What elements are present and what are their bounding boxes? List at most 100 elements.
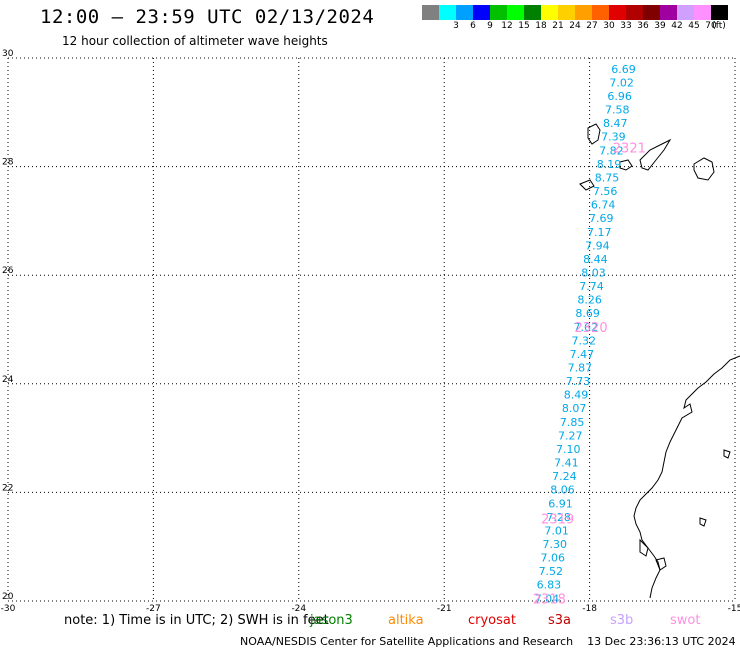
lon-tick-label: -30 [1,604,16,614]
lon-tick-label: -21 [437,604,452,614]
lat-tick-label: 30 [2,49,14,59]
wave-height-label: 8.49 [564,389,589,402]
legend-swatch [558,5,575,20]
legend-swatch [694,5,711,20]
lat-tick-label: 26 [2,266,14,276]
legend-swatch [439,5,456,20]
lon-tick-label: -18 [582,604,597,614]
wave-height-label: 7.30 [542,538,567,551]
wave-height-label: 7.06 [541,552,566,565]
legend-swatch [609,5,626,20]
lat-tick-label: 20 [2,592,14,602]
wave-height-label: 7.01 [544,524,569,537]
legend-swatch [660,5,677,20]
legend-label: 70 [705,21,717,31]
island-la-palma [587,123,601,145]
island-tenerife [639,138,672,171]
wave-height-label: 6.91 [548,497,573,510]
lat-tick-label: 22 [2,483,13,493]
wave-height-label: 6.69 [611,63,636,76]
legend-label: 27 [586,21,598,31]
wave-height-label: 7.69 [589,212,614,225]
legend-swatch [575,5,592,20]
wave-height-label: 7.10 [556,443,581,456]
legend-swatch [456,5,473,20]
lon-tick-label: -27 [146,604,161,614]
legend-label: 33 [620,21,632,31]
legend-label: 42 [671,21,683,31]
legend-label: 36 [637,21,649,31]
legend-label: 12 [501,21,513,31]
legend-swatch [507,5,524,20]
wave-height-label: 7.94 [585,239,610,252]
pass-time-label: 2320 [575,321,608,336]
wave-height-label: 8.06 [550,484,575,497]
wave-height-label: 7.32 [572,334,597,347]
legend-swatch [473,5,490,20]
wave-height-label: 7.87 [568,362,593,375]
wave-height-label: 7.52 [539,565,564,578]
legend-label: 24 [569,21,581,31]
legend-label: 15 [518,21,530,31]
wave-height-label: 7.47 [570,348,595,361]
coast-fragment-2 [655,557,667,571]
wave-height-label: 8.44 [583,253,608,266]
color-legend [422,5,728,20]
wave-height-label: 8.69 [575,307,600,320]
islet-2 [723,449,731,459]
graticule [7,57,736,602]
lon-tick-label: -24 [291,604,306,614]
footer-credit: NOAA/NESDIS Center for Satellite Applica… [240,635,736,648]
mission-label: jason3 [310,613,353,628]
pass-time-label: 2318 [533,592,566,607]
mission-label: cryosat [468,613,516,628]
map-title: 12:00 – 23:59 UTC 02/13/2024 [40,6,375,28]
legend-label: 39 [654,21,666,31]
pass-time-label: 2319 [541,512,574,527]
wave-height-label: 7.39 [601,131,626,144]
map-subtitle: 12 hour collection of altimeter wave hei… [62,34,328,48]
legend-swatch [643,5,660,20]
legend-unit: (ft) [712,21,726,31]
wave-height-label: 7.62 [573,321,598,334]
mission-label: altika [388,613,424,628]
wave-height-label: 8.26 [577,294,602,307]
coast-fragment [639,538,649,557]
wave-height-label: 7.41 [554,457,579,470]
wave-height-label: 7.17 [587,226,612,239]
legend-swatch [626,5,643,20]
lon-tick-label: -15 [728,604,740,614]
legend-swatch [541,5,558,20]
note-text: note: 1) Time is in UTC; 2) SWH is in fe… [64,613,329,628]
legend-label: 45 [688,21,700,31]
pass-time-label: 2321 [613,142,646,157]
legend-swatch [422,5,439,20]
legend-label: 3 [453,21,459,31]
island-gran-canaria [693,157,715,181]
wave-height-labels: 6.697.026.967.588.477.397.828.198.757.56… [535,63,636,605]
islet [699,517,707,527]
wave-height-label: 7.24 [552,470,577,483]
axis-labels: 30 28 26 24 22 20 -30 -27 -24 -21 -18 -15 [1,49,740,614]
wave-height-label: 8.07 [562,402,587,415]
island-hierro [579,179,595,191]
wave-height-label: 6.74 [591,199,616,212]
legend-label: 9 [487,21,493,31]
wave-height-label: 7.56 [593,185,618,198]
wave-height-label: 6.96 [607,90,632,103]
wave-height-label: 7.02 [609,76,634,89]
wave-height-label: 7.74 [579,280,604,293]
legend-swatch [677,5,694,20]
legend-label: 6 [470,21,476,31]
wave-height-label: 7.73 [566,375,591,388]
wave-height-label: 8.75 [595,171,620,184]
wave-height-label: 7.28 [546,511,571,524]
legend-label: 18 [535,21,547,31]
legend-label: 30 [603,21,615,31]
wave-height-label: 7.27 [558,429,583,442]
legend-swatch [711,5,728,20]
wave-height-label: 7.82 [599,144,624,157]
wave-height-label: 6.83 [537,579,562,592]
legend-swatch [524,5,541,20]
